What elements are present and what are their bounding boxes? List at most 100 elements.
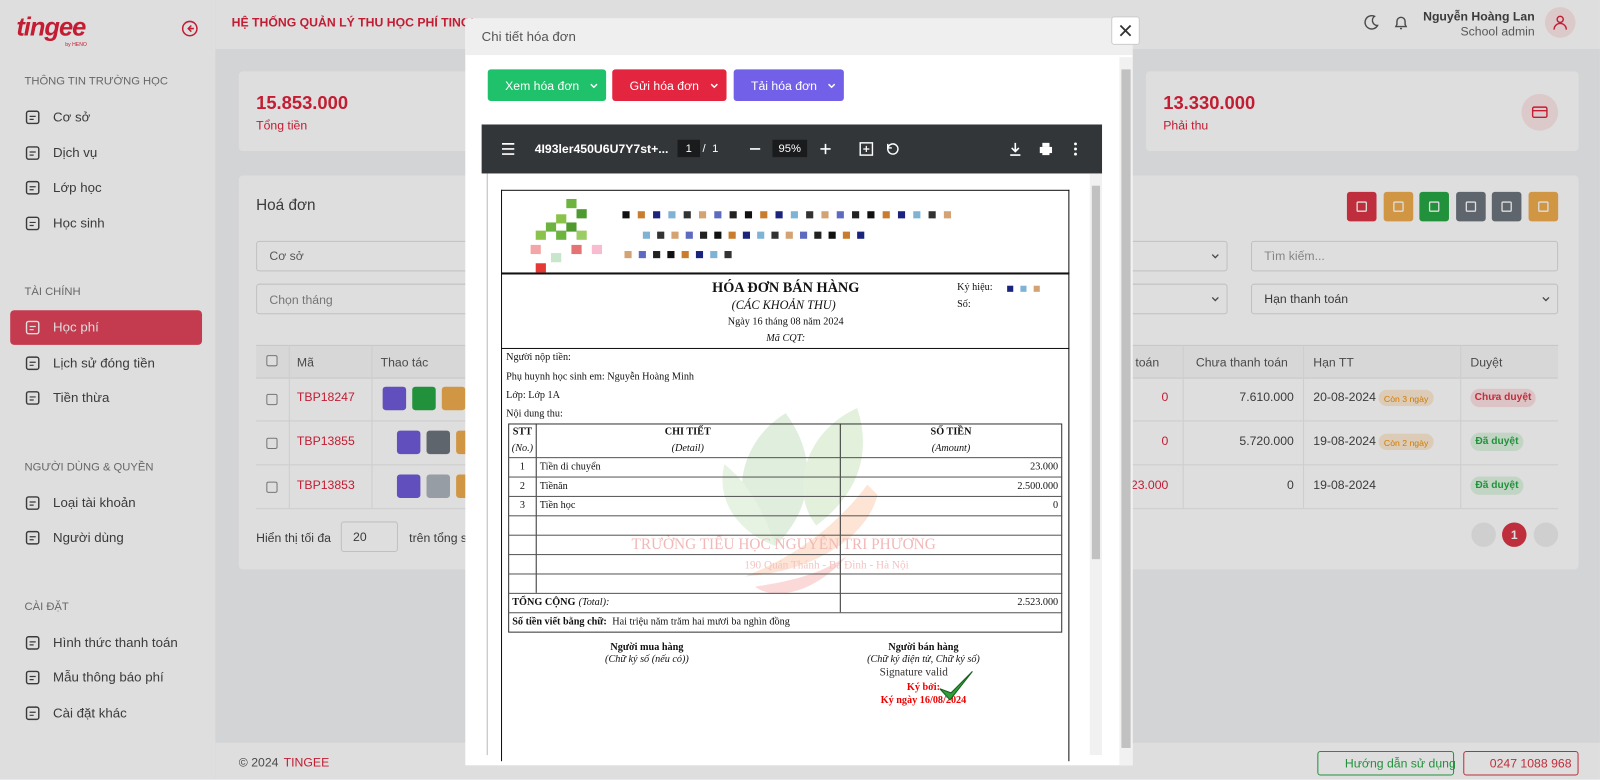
user-name: Nguyễn Hoàng Lan [1423, 9, 1535, 24]
invoice-code[interactable]: TBP13853 [296, 477, 355, 492]
masked-text [1033, 285, 1040, 292]
page-current[interactable] [1502, 522, 1527, 547]
checkbox[interactable] [266, 355, 278, 367]
page-prev[interactable] [1471, 522, 1496, 547]
row-action[interactable] [382, 386, 407, 411]
remaining-badge: Còn 3 ngày [1383, 393, 1429, 405]
nav-item[interactable]: Lớp học [53, 179, 102, 195]
row-action[interactable] [426, 474, 450, 498]
action-button[interactable] [1346, 191, 1377, 222]
action-button[interactable] [1419, 191, 1449, 222]
action-icon [1537, 201, 1549, 212]
unpaid-amount: 7.610.000 [1239, 389, 1294, 405]
column-header: Chưa thanh toán [1195, 355, 1288, 370]
masked-text [681, 251, 689, 259]
nav-item[interactable]: Cài đặt khác [53, 704, 127, 720]
masked-text [653, 211, 661, 219]
nav-item[interactable]: Người dùng [53, 529, 124, 545]
doc-signature: Signature valid [879, 666, 948, 679]
logo-pixel [576, 230, 587, 240]
doc-row-line [508, 573, 1063, 575]
nav-item[interactable]: Học sinh [53, 214, 105, 231]
pdf-scroll-thumb [1091, 185, 1100, 560]
pdf-edge [486, 173, 488, 756]
nav-section: CÀI ĐẶT [24, 600, 69, 613]
nav-item[interactable]: Mẫu thông báo phí [53, 669, 164, 685]
download-button[interactable] [733, 69, 844, 102]
masked-text [742, 231, 750, 239]
doc-total-label: TỔNG CỘNG [512, 596, 576, 609]
row-action[interactable] [396, 474, 421, 498]
send-button[interactable] [612, 69, 727, 102]
modal-header [465, 18, 1133, 56]
stat-label: Tổng tiền [256, 118, 308, 133]
doc-frame [501, 189, 1070, 762]
doc-col-header: SỐ TIỀN [930, 426, 972, 438]
masked-text [683, 211, 691, 219]
view-button[interactable] [487, 69, 607, 102]
masked-text [637, 211, 645, 219]
row-action[interactable] [412, 386, 436, 411]
row-action[interactable] [426, 430, 450, 455]
pdf-separator: / [702, 142, 706, 156]
row-action[interactable] [441, 386, 466, 411]
masked-text [657, 231, 665, 239]
guide-button[interactable] [1317, 751, 1455, 776]
masked-text [1020, 285, 1027, 292]
action-icon [1392, 201, 1404, 212]
row-action[interactable] [396, 430, 421, 455]
page-next[interactable] [1533, 522, 1559, 547]
nav-icon [25, 530, 40, 545]
badge-bg [1470, 388, 1536, 408]
doc-title: HÓA ĐƠN BÁN HÀNG [712, 280, 860, 296]
checkbox[interactable] [266, 481, 278, 493]
select[interactable] [1251, 283, 1559, 315]
masked-text [698, 211, 707, 219]
masked-text [836, 211, 844, 219]
nav-item[interactable]: Hình thức thanh toán [53, 634, 178, 650]
page-size-select[interactable] [340, 521, 398, 553]
nav-icon [25, 355, 40, 370]
action-button[interactable] [1383, 191, 1413, 222]
action-button[interactable] [1455, 191, 1486, 222]
checkbox[interactable] [266, 437, 278, 449]
nav-icon [25, 145, 40, 160]
nav-item[interactable]: Dịch vụ [53, 144, 98, 160]
invoice-code[interactable]: TBP13855 [296, 433, 355, 448]
nav-item[interactable]: Lịch sử đóng tiền [53, 354, 155, 370]
nav-item[interactable]: Tiền thừa [53, 389, 110, 406]
doc-item-detail: Tiềnăn [539, 480, 568, 492]
action-button[interactable] [1528, 191, 1558, 222]
action-button[interactable] [1491, 191, 1522, 222]
column-header: Thao tác [380, 355, 429, 370]
doc-signed-by: Ký bởi: [906, 681, 941, 693]
doc-col-header-en: (Amount) [931, 442, 971, 455]
status-badge: Đã duyệt [1475, 435, 1519, 447]
status-badge: Đã duyệt [1475, 479, 1519, 491]
phone-text: 0247 1088 968 [1489, 756, 1572, 771]
chevron [1211, 296, 1219, 302]
masked-text [814, 231, 822, 239]
nav-item[interactable]: Cơ sở [53, 109, 91, 125]
masked-text [668, 211, 676, 219]
masked-text [799, 231, 808, 239]
nav-icon [25, 320, 40, 335]
nav-icon [25, 495, 40, 510]
nav-item[interactable]: Loại tài khoản [53, 494, 136, 510]
doc-class: Lớp: Lớp 1A [506, 389, 560, 402]
logo-pixel [571, 244, 582, 255]
masked-text [710, 251, 718, 259]
doc-total-label-en: (Total): [578, 596, 610, 609]
invoice-code[interactable]: TBP18247 [296, 389, 355, 405]
checkbox[interactable] [266, 393, 278, 406]
search-input[interactable] [1251, 240, 1559, 272]
nav-icon [25, 670, 40, 685]
chevron [1211, 254, 1219, 259]
doc-item-detail: Tiền di chuyển [539, 461, 601, 473]
more-icon [1074, 142, 1077, 156]
doc-date: Ngày 16 tháng 08 năm 2024 [727, 316, 844, 328]
phone-button[interactable] [1463, 751, 1579, 776]
logo-pixel [535, 230, 546, 240]
nav-icon [25, 110, 40, 125]
nav-item[interactable]: Học phí [53, 319, 99, 335]
